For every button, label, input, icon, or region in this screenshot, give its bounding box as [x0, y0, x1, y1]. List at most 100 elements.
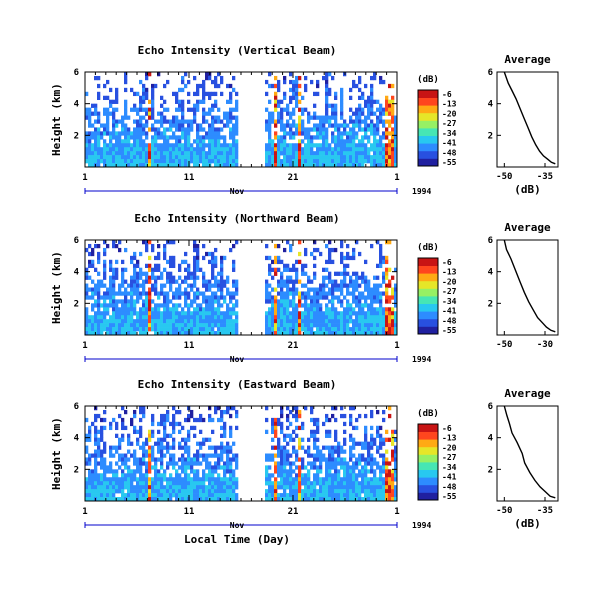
heatmap-cell — [394, 155, 398, 160]
heatmap-cell — [157, 263, 161, 269]
heatmap-cell — [334, 107, 338, 112]
heatmap-cell — [364, 83, 368, 89]
heatmap-cell — [292, 263, 296, 269]
heatmap-cell — [280, 299, 284, 304]
heatmap-cell — [136, 139, 140, 144]
heatmap-cell — [127, 465, 131, 470]
heatmap-cell — [283, 493, 287, 498]
heatmap-cell — [298, 155, 302, 160]
heatmap-cell — [142, 441, 146, 446]
heatmap-cell — [268, 319, 272, 324]
heatmap-cell — [298, 159, 302, 164]
heatmap-cell — [139, 497, 143, 502]
heatmap-cell — [172, 465, 176, 470]
heatmap-cell — [208, 489, 212, 494]
heatmap-cell — [352, 79, 356, 85]
heatmap-cell — [88, 275, 92, 280]
heatmap-cell — [277, 159, 281, 164]
heatmap-cell — [142, 413, 146, 419]
heatmap-cell — [205, 287, 209, 292]
heatmap-cell — [235, 303, 239, 308]
heatmap-cell — [265, 79, 269, 85]
heatmap-cell — [217, 299, 221, 304]
heatmap-cell — [268, 291, 272, 296]
heatmap-cell — [175, 291, 179, 296]
heatmap-cell — [163, 151, 167, 156]
heatmap-cell — [166, 485, 170, 490]
heatmap-cell — [379, 453, 383, 458]
heatmap-cell — [130, 279, 134, 284]
heatmap-cell — [121, 323, 125, 328]
heatmap-cell — [214, 465, 218, 470]
heatmap-cell — [127, 135, 131, 140]
heatmap-cell — [358, 485, 362, 490]
heatmap-cell — [157, 445, 161, 450]
heatmap-cell — [211, 263, 215, 269]
heatmap-cell — [334, 283, 338, 288]
heatmap-cell — [313, 453, 317, 458]
heatmap-cell — [364, 445, 368, 450]
heatmap-cell — [211, 445, 215, 450]
heatmap-cell — [289, 477, 293, 482]
heatmap-cell — [193, 267, 197, 272]
heatmap-cell — [268, 327, 272, 332]
heatmap-cell — [112, 151, 116, 156]
heatmap-cell — [85, 155, 89, 160]
heatmap-cell — [334, 327, 338, 332]
heatmap-cell — [364, 323, 368, 328]
heatmap-cell — [88, 151, 92, 156]
heatmap-cell — [358, 295, 362, 300]
heatmap-cell — [325, 307, 329, 312]
heatmap-cell — [178, 473, 182, 478]
heatmap-cell — [355, 319, 359, 324]
heatmap-cell — [88, 319, 92, 324]
heatmap-cell — [334, 497, 338, 502]
heatmap-cell — [337, 449, 341, 454]
heatmap-cell — [136, 315, 140, 320]
heatmap-cell — [223, 445, 227, 450]
heatmap-cell — [94, 315, 98, 320]
heatmap-cell — [346, 461, 350, 466]
heatmap-cell — [172, 311, 176, 316]
heatmap-cell — [292, 437, 296, 442]
heatmap-cell — [157, 469, 161, 474]
heatmap-cell — [370, 87, 374, 93]
heatmap — [85, 406, 398, 502]
heatmap-cell — [277, 469, 281, 474]
heatmap-cell — [268, 143, 272, 148]
heatmap-cell — [220, 481, 224, 486]
heatmap-cell — [328, 159, 332, 164]
heatmap-cell — [265, 159, 269, 164]
heatmap-cell — [349, 433, 353, 438]
heatmap-cell — [289, 267, 293, 272]
heatmap-cell — [349, 147, 353, 152]
heatmap-cell — [301, 263, 305, 269]
heatmap-cell — [304, 75, 308, 81]
heatmap-cell — [88, 433, 92, 438]
heatmap-cell — [394, 291, 398, 296]
heatmap-cell — [205, 489, 209, 494]
heatmap-cell — [349, 87, 353, 93]
heatmap-cell — [391, 489, 395, 494]
heatmap-cell — [274, 259, 278, 265]
heatmap-cell — [283, 461, 287, 466]
colorbar-swatch — [418, 296, 438, 304]
heatmap-cell — [172, 259, 176, 265]
heatmap-cell — [148, 111, 152, 116]
heatmap-cell — [163, 421, 167, 427]
heatmap-cell — [268, 477, 272, 482]
heatmap-cell — [271, 151, 275, 156]
heatmap-cell — [181, 425, 185, 431]
heatmap-cell — [370, 107, 374, 112]
heatmap-cell — [286, 283, 290, 288]
heatmap-cell — [280, 147, 284, 152]
heatmap-cell — [340, 151, 344, 156]
heatmap-cell — [112, 275, 116, 280]
heatmap-cell — [196, 247, 200, 253]
heatmap-cell — [154, 303, 158, 308]
heatmap-cell — [301, 123, 305, 128]
heatmap-cell — [316, 449, 320, 454]
colorbar-tick-label: -41 — [442, 473, 457, 482]
heatmap-cell — [310, 79, 314, 85]
heatmap-cell — [121, 457, 125, 462]
